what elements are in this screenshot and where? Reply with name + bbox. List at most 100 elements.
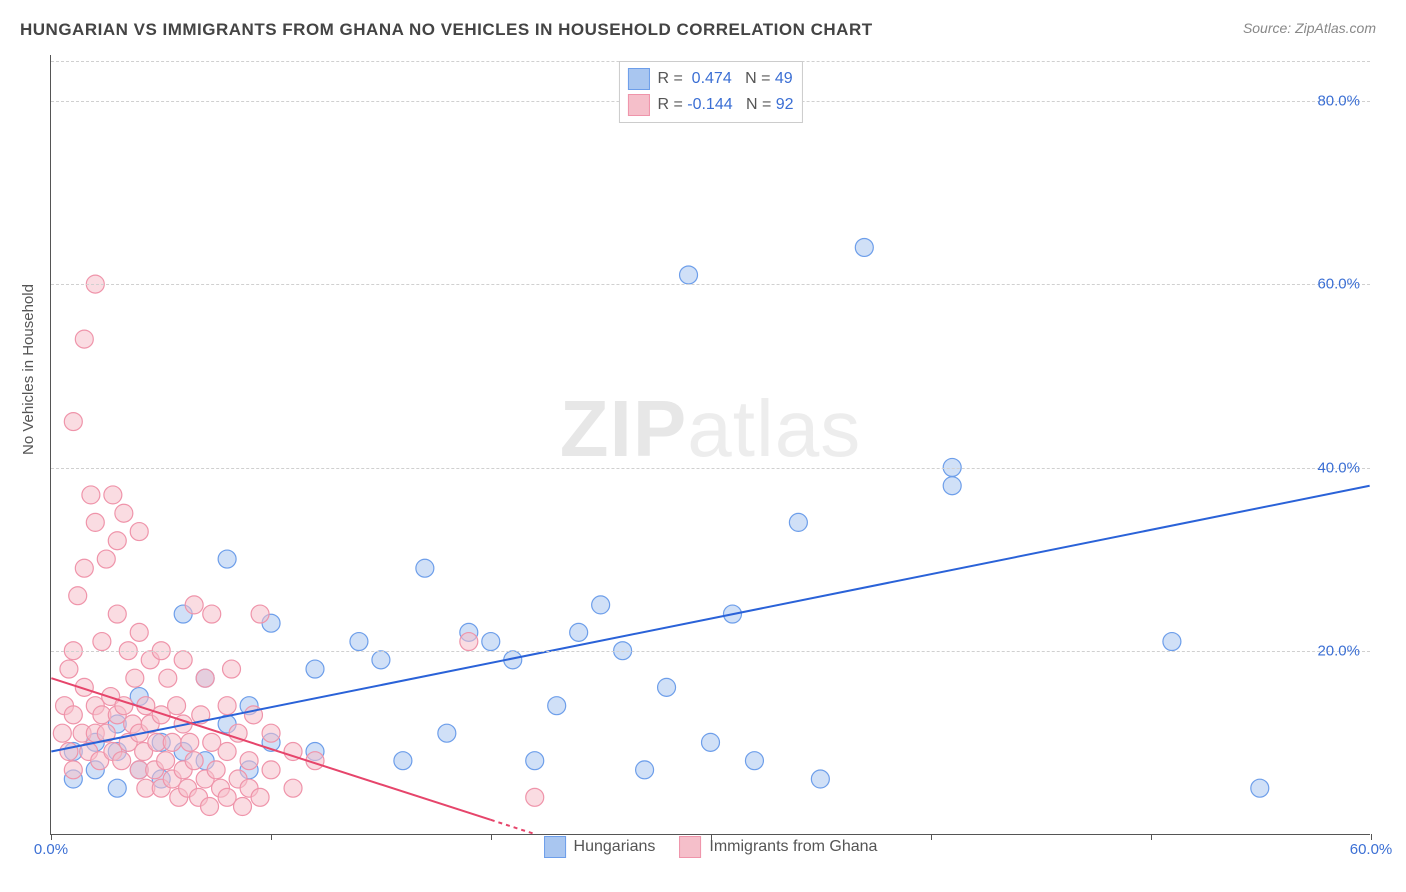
data-point <box>75 330 93 348</box>
data-point <box>234 798 252 816</box>
data-point <box>64 706 82 724</box>
data-point <box>126 669 144 687</box>
data-point <box>306 660 324 678</box>
correlation-legend: R = 0.474 N = 49 R = -0.144 N = 92 <box>618 61 802 123</box>
data-point <box>108 532 126 550</box>
data-point <box>394 752 412 770</box>
data-point <box>636 761 654 779</box>
data-point <box>1251 779 1269 797</box>
data-point <box>64 761 82 779</box>
data-point <box>108 605 126 623</box>
data-point <box>60 743 78 761</box>
data-point <box>680 266 698 284</box>
x-tick <box>271 834 272 840</box>
legend-label: Hungarians <box>574 838 656 856</box>
data-point <box>526 752 544 770</box>
data-point <box>93 633 111 651</box>
source-attribution: Source: ZipAtlas.com <box>1243 20 1376 36</box>
data-point <box>438 724 456 742</box>
scatter-svg <box>51 55 1370 834</box>
data-point <box>130 523 148 541</box>
legend-item: Hungarians <box>544 836 656 858</box>
legend-swatch <box>627 68 649 90</box>
legend-row: R = 0.474 N = 49 <box>627 66 793 92</box>
x-tick <box>931 834 932 840</box>
data-point <box>108 779 126 797</box>
data-point <box>702 733 720 751</box>
legend-row: R = -0.144 N = 92 <box>627 92 793 118</box>
legend-stat: R = 0.474 N = 49 <box>657 70 792 88</box>
legend-swatch <box>679 836 701 858</box>
data-point <box>203 605 221 623</box>
plot-area: ZIPatlas R = 0.474 N = 49R = -0.144 N = … <box>50 55 1370 835</box>
data-point <box>811 770 829 788</box>
data-point <box>284 779 302 797</box>
x-tick <box>51 834 52 840</box>
data-point <box>218 743 236 761</box>
data-point <box>943 477 961 495</box>
data-point <box>174 651 192 669</box>
data-point <box>570 623 588 641</box>
data-point <box>218 550 236 568</box>
data-point <box>526 788 544 806</box>
data-point <box>60 660 78 678</box>
data-point <box>82 486 100 504</box>
data-point <box>185 596 203 614</box>
data-point <box>64 413 82 431</box>
data-point <box>350 633 368 651</box>
y-tick-label: 60.0% <box>1317 276 1360 293</box>
trend-line <box>51 486 1369 752</box>
data-point <box>251 788 269 806</box>
data-point <box>53 724 71 742</box>
data-point <box>460 633 478 651</box>
y-tick-label: 80.0% <box>1317 92 1360 109</box>
y-tick-label: 40.0% <box>1317 459 1360 476</box>
data-point <box>159 669 177 687</box>
data-point <box>86 513 104 531</box>
data-point <box>207 761 225 779</box>
x-tick <box>1151 834 1152 840</box>
data-point <box>201 798 219 816</box>
data-point <box>416 559 434 577</box>
data-point <box>113 752 131 770</box>
data-point <box>168 697 186 715</box>
data-point <box>658 678 676 696</box>
gridline <box>51 284 1370 285</box>
data-point <box>262 724 280 742</box>
y-tick-label: 20.0% <box>1317 643 1360 660</box>
data-point <box>104 486 122 504</box>
legend-item: Immigrants from Ghana <box>679 836 877 858</box>
data-point <box>251 605 269 623</box>
legend-swatch <box>627 94 649 116</box>
legend-label: Immigrants from Ghana <box>709 838 877 856</box>
data-point <box>75 559 93 577</box>
data-point <box>163 733 181 751</box>
gridline <box>51 468 1370 469</box>
data-point <box>130 623 148 641</box>
legend-swatch <box>544 836 566 858</box>
data-point <box>218 697 236 715</box>
x-tick-label: 60.0% <box>1350 841 1393 858</box>
data-point <box>69 587 87 605</box>
data-point <box>240 752 258 770</box>
data-point <box>157 752 175 770</box>
data-point <box>789 513 807 531</box>
x-tick-label: 0.0% <box>34 841 68 858</box>
data-point <box>97 550 115 568</box>
data-point <box>745 752 763 770</box>
x-tick <box>711 834 712 840</box>
data-point <box>482 633 500 651</box>
chart-container: No Vehicles in Household ZIPatlas R = 0.… <box>32 55 1372 855</box>
legend-stat: R = -0.144 N = 92 <box>657 96 793 114</box>
data-point <box>185 752 203 770</box>
data-point <box>855 238 873 256</box>
chart-title: HUNGARIAN VS IMMIGRANTS FROM GHANA NO VE… <box>20 20 873 40</box>
x-tick <box>1371 834 1372 840</box>
data-point <box>223 660 241 678</box>
x-tick <box>491 834 492 840</box>
trend-line <box>491 820 535 834</box>
data-point <box>548 697 566 715</box>
data-point <box>181 733 199 751</box>
y-axis-label: No Vehicles in Household <box>20 284 37 455</box>
gridline <box>51 651 1370 652</box>
